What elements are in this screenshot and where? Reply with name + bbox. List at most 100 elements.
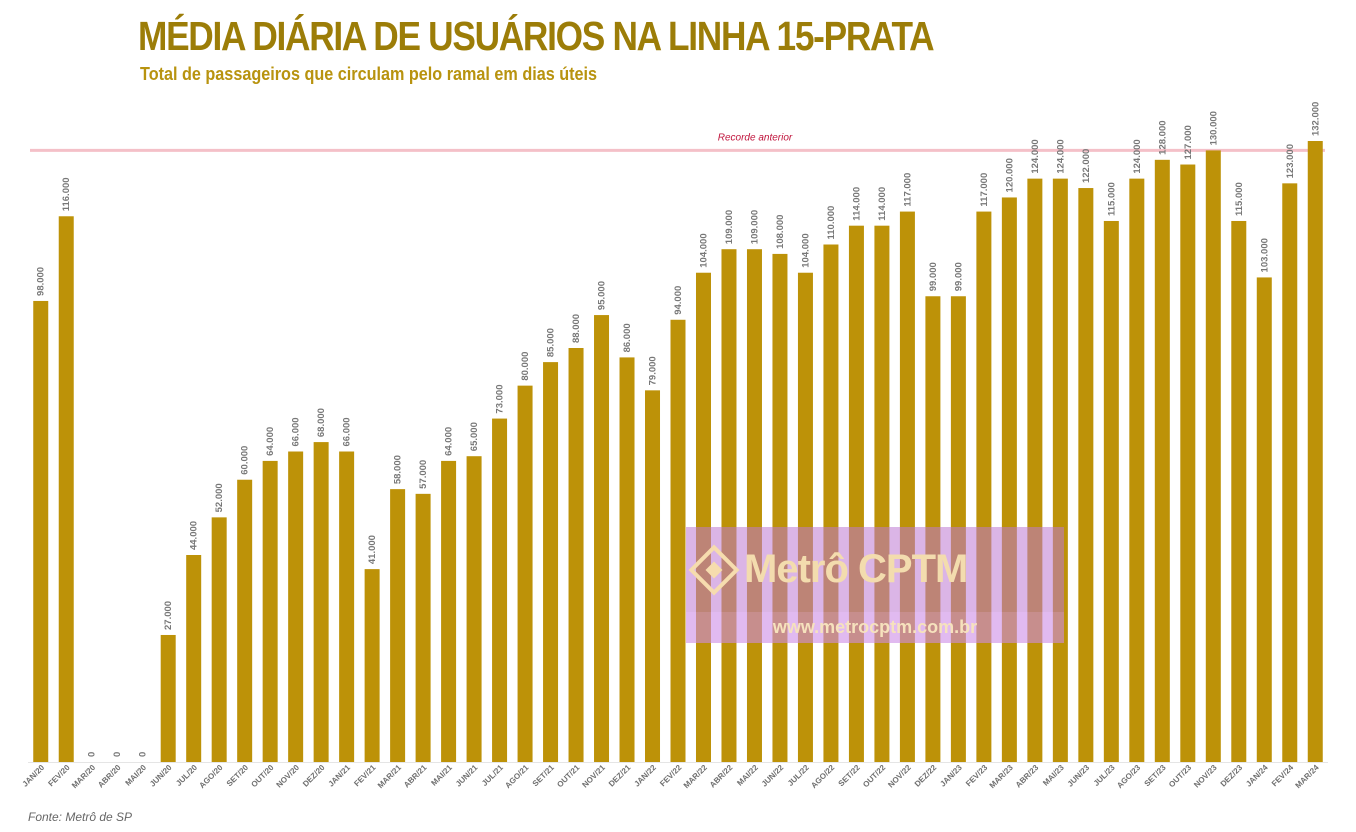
bar [415,493,431,762]
data-label: 115.000 [1106,182,1117,216]
bar [1256,277,1272,762]
x-tick-label: SET/21 [531,763,557,789]
bar [390,489,406,762]
bar [1129,178,1145,763]
bar [848,225,864,762]
data-label: 104.000 [800,233,811,267]
bar [1307,141,1323,762]
data-label: 79.000 [648,356,659,385]
data-label: 27.000 [163,601,174,630]
data-label: 132.000 [1310,102,1321,136]
bar [313,442,329,762]
bar [288,451,304,762]
bar [543,362,559,762]
data-label: 80.000 [520,352,531,381]
x-tick-label: JUN/23 [1066,763,1092,789]
x-tick-label: JUL/23 [1092,763,1117,788]
bar [721,249,737,763]
data-label: 114.000 [877,187,888,221]
bar [517,385,533,762]
data-label: 109.000 [724,210,735,244]
x-tick-label: MAI/22 [735,763,760,788]
bar [33,300,49,762]
data-label: 116.000 [61,177,72,211]
chart-title: MÉDIA DIÁRIA DE USUÁRIOS NA LINHA 15-PRA… [138,13,935,59]
data-label: 117.000 [979,173,990,207]
data-label: 73.000 [495,385,506,414]
watermark-name: Metrô CPTM [744,547,968,591]
data-label: 57.000 [418,460,429,489]
bar [339,451,355,762]
record-reference-label: Recorde anterior [718,132,793,143]
x-tick-label: OUT/21 [555,763,582,790]
data-label: 115.000 [1234,182,1245,216]
x-tick-label: FEV/23 [964,763,990,789]
bar [899,211,915,762]
data-label: 128.000 [1157,120,1168,154]
x-tick-label: ABR/20 [96,763,123,790]
x-tick-label: ABR/23 [1014,763,1041,790]
x-tick-label: JAN/22 [632,763,658,789]
x-tick-label: FEV/24 [1270,763,1296,789]
data-label: 110.000 [826,206,837,240]
bar [1282,183,1298,762]
data-label: 98.000 [36,267,47,296]
data-label: 124.000 [1030,139,1041,173]
data-label: 95.000 [597,281,608,310]
data-label: 66.000 [342,417,353,446]
watermark-banner: Metrô CPTM [686,527,1064,612]
bar [568,348,584,762]
bar [211,517,227,762]
bar [262,460,278,762]
data-label: 103.000 [1259,238,1270,272]
data-label: 127.000 [1183,125,1194,159]
bar [1052,178,1068,763]
x-tick-label: FEV/21 [352,763,378,789]
bar [772,253,788,762]
bar [237,479,253,762]
x-tick-label: DEZ/22 [913,763,939,789]
chart-subtitle: Total de passageiros que circulam pelo r… [140,64,598,84]
data-label: 0 [112,752,123,757]
data-label: 44.000 [189,521,200,550]
x-tick-label: MAR/21 [376,763,403,790]
bar [1001,197,1017,763]
data-label: 88.000 [571,314,582,343]
data-label: 86.000 [622,323,633,352]
bar [160,634,176,762]
data-label: 122.000 [1081,149,1092,183]
x-tick-label: OUT/23 [1167,763,1194,790]
x-tick-label: DEZ/20 [301,763,327,789]
data-label: 60.000 [240,446,251,475]
x-tick-label: JUN/21 [454,763,480,789]
bar [466,456,482,762]
bar [670,319,686,762]
data-label: 94.000 [673,286,684,315]
data-label: 124.000 [1055,139,1066,173]
bar [441,460,457,762]
x-tick-label: NOV/22 [886,763,913,790]
x-tick-label: FEV/22 [658,763,684,789]
data-label: 66.000 [291,417,302,446]
x-tick-label: FEV/20 [46,763,72,789]
watermark: Metrô CPTM www.metrocptm.com.br [686,527,1064,643]
x-tick-label: JUN/20 [148,763,174,789]
data-label: 0 [87,752,98,757]
x-tick-label: SET/20 [225,763,251,789]
x-tick-label: OUT/20 [249,763,276,790]
data-label: 64.000 [444,427,455,456]
bar [1231,220,1247,762]
x-tick-label: AGO/20 [197,763,225,791]
x-tick-label: JUL/20 [174,763,199,788]
data-label: 52.000 [214,483,225,512]
source-note: Fonte: Metrô de SP [28,810,133,824]
data-label: 109.000 [749,210,760,244]
bar [492,418,508,762]
bar [823,244,839,762]
x-tick-label: JAN/20 [21,763,47,789]
data-label: 108.000 [775,215,786,249]
data-label: 65.000 [469,422,480,451]
x-tick-label: DEZ/21 [607,763,633,789]
data-label: 68.000 [316,408,327,437]
